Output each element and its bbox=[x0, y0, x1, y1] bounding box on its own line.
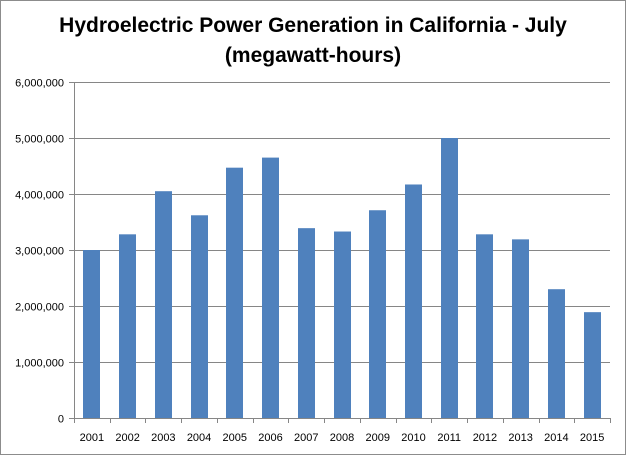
bar-2013 bbox=[512, 239, 529, 418]
bars bbox=[83, 138, 601, 418]
y-tick-label: 5,000,000 bbox=[15, 134, 64, 146]
x-tick-label: 2005 bbox=[223, 432, 247, 444]
x-tick-label: 2006 bbox=[258, 432, 282, 444]
x-tick-label: 2011 bbox=[437, 432, 461, 444]
tick-labels: 0 1,000,000 2,000,000 3,000,000 4,000,000 5,0… bbox=[15, 78, 604, 445]
bar-2002 bbox=[119, 234, 136, 418]
x-tick-label: 2010 bbox=[401, 432, 425, 444]
axes bbox=[69, 82, 611, 423]
y-tick-label: 4,000,000 bbox=[15, 190, 64, 202]
bar-2010 bbox=[405, 184, 422, 418]
x-tick-label: 2009 bbox=[365, 432, 389, 444]
x-tick-label: 2013 bbox=[508, 432, 532, 444]
bar-2008 bbox=[334, 231, 351, 418]
y-tick-label: 3,000,000 bbox=[15, 246, 64, 258]
bar-2003 bbox=[155, 191, 172, 418]
x-tick-label: 2008 bbox=[330, 432, 354, 444]
bar-2009 bbox=[369, 210, 386, 418]
bar-2005 bbox=[226, 167, 243, 418]
y-tick-label: 0 bbox=[58, 414, 64, 426]
x-tick-label: 2015 bbox=[580, 432, 604, 444]
bar-2015 bbox=[584, 312, 601, 418]
x-tick-label: 2007 bbox=[294, 432, 318, 444]
x-tick-label: 2012 bbox=[473, 432, 497, 444]
bar-2007 bbox=[298, 228, 315, 418]
x-tick-label: 2001 bbox=[80, 432, 104, 444]
y-tick-label: 2,000,000 bbox=[15, 302, 64, 314]
x-tick-label: 2014 bbox=[544, 432, 568, 444]
y-tick-label: 1,000,000 bbox=[15, 358, 64, 370]
bar-2011 bbox=[441, 138, 458, 418]
bar-2006 bbox=[262, 157, 279, 418]
x-tick-label: 2002 bbox=[115, 432, 139, 444]
x-tick-label: 2004 bbox=[187, 432, 211, 444]
bar-2014 bbox=[548, 289, 565, 418]
bar-2012 bbox=[476, 234, 493, 418]
bar-2004 bbox=[191, 215, 208, 418]
y-tick-label: 6,000,000 bbox=[15, 78, 64, 90]
chart-title: Hydroelectric Power Generation in Califo… bbox=[59, 14, 567, 37]
bar-2001 bbox=[83, 250, 100, 418]
chart-subtitle: (megawatt-hours) bbox=[224, 44, 402, 67]
x-tick-label: 2003 bbox=[151, 432, 175, 444]
